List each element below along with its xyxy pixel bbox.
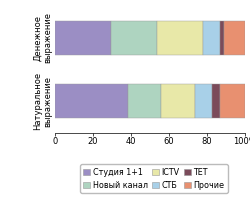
Legend: Студия 1+1, Новый канал, ICTV, СТБ, ТЕТ, Прочие: Студия 1+1, Новый канал, ICTV, СТБ, ТЕТ,… — [80, 165, 228, 193]
Bar — [195, 84, 212, 119]
Bar — [128, 84, 162, 119]
Bar — [162, 84, 195, 119]
Bar — [224, 21, 245, 55]
Bar — [212, 84, 220, 119]
Bar — [220, 84, 245, 119]
Bar — [111, 21, 157, 55]
Bar — [220, 21, 224, 55]
Bar — [55, 21, 111, 55]
Bar — [55, 84, 128, 119]
Bar — [203, 21, 220, 55]
Bar — [157, 21, 203, 55]
